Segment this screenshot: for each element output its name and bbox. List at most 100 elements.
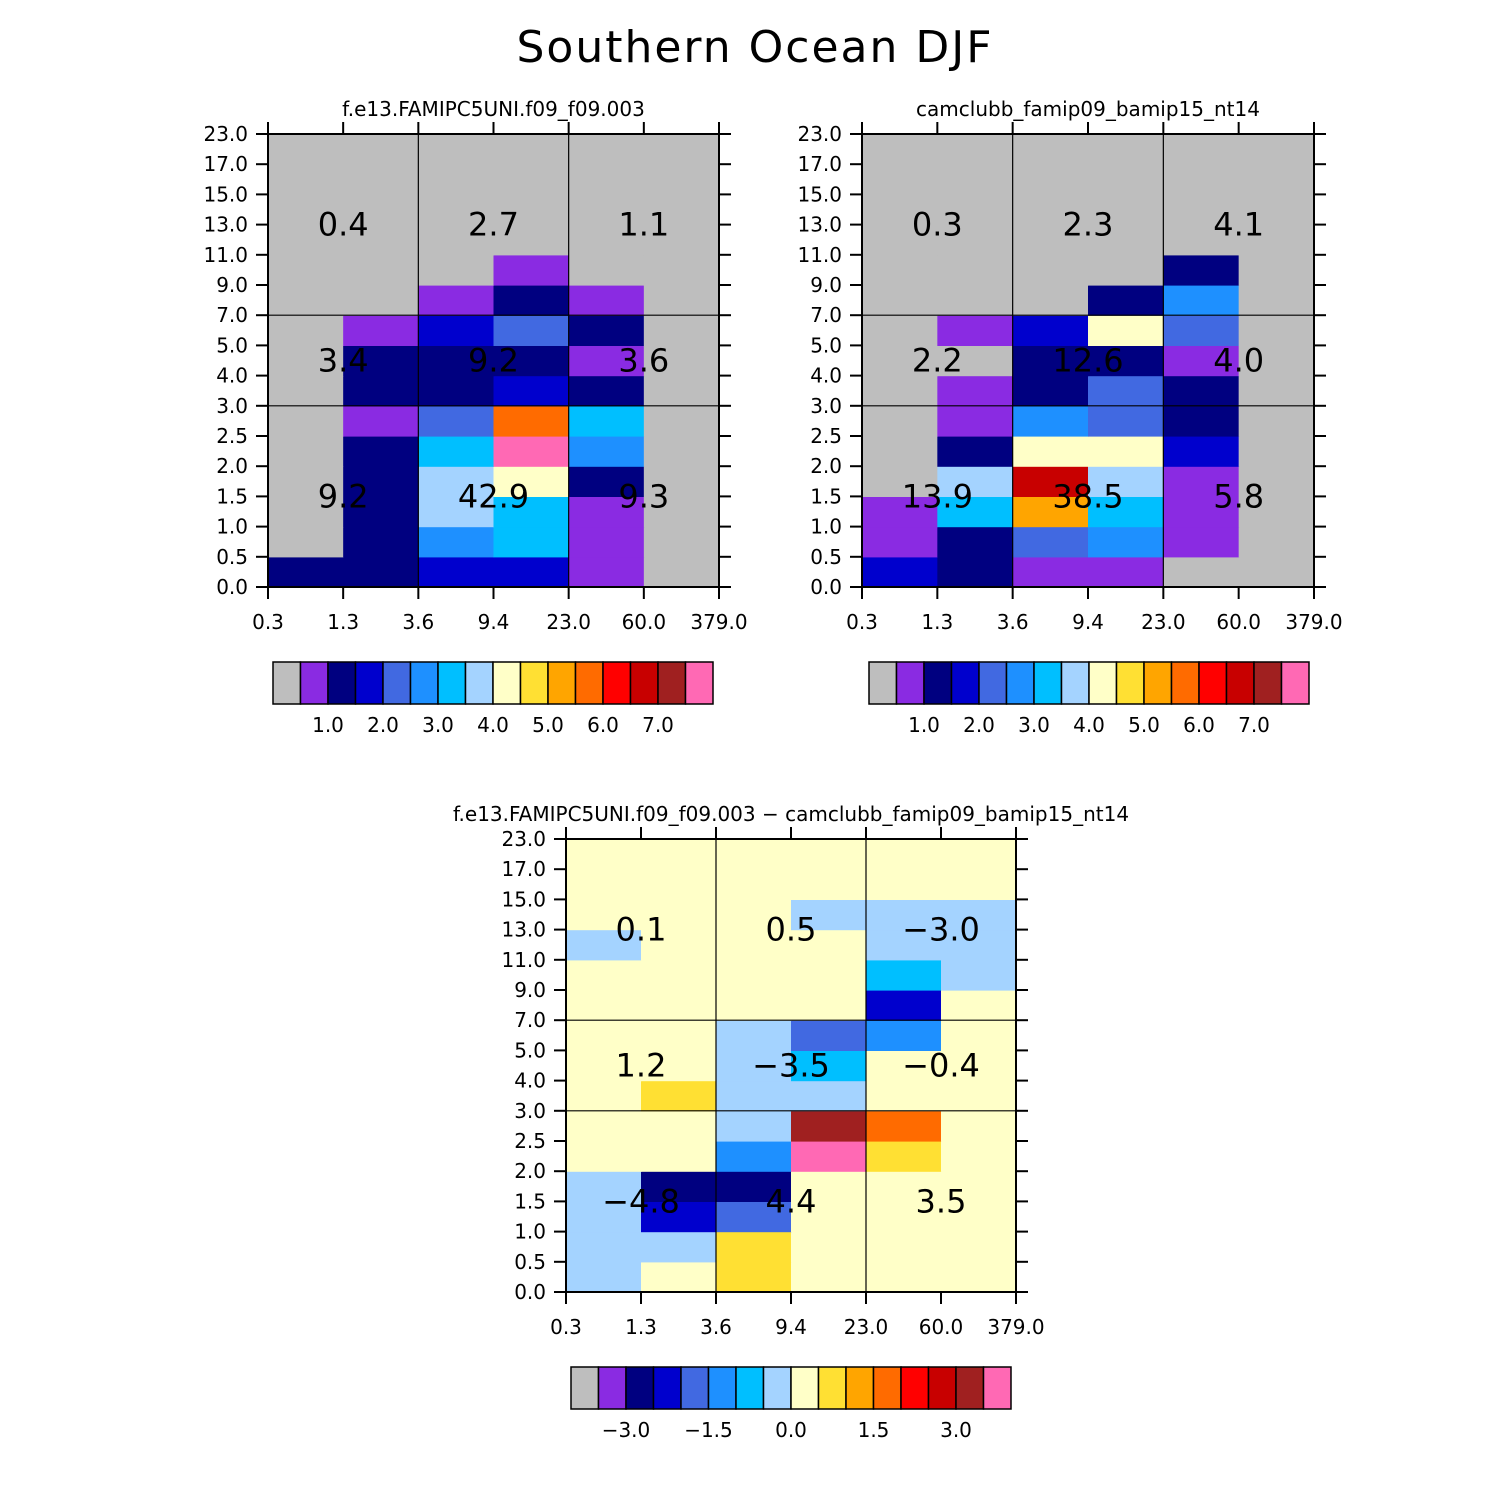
heatmap-cell [418, 224, 495, 256]
heatmap-cell [866, 959, 942, 991]
heatmap-cell [568, 345, 645, 377]
colorbar-swatch [895, 661, 925, 705]
heatmap-cell [1238, 134, 1315, 165]
x-tick-label: 23.0 [1141, 610, 1186, 634]
heatmap-cell [418, 496, 495, 528]
y-tick-label: 7.0 [810, 303, 842, 327]
heatmap-cell [791, 1201, 867, 1233]
heatmap-cell [418, 194, 495, 226]
colorbar-swatch [1060, 661, 1090, 705]
colorbar-label: 6.0 [1183, 713, 1215, 737]
heatmap-cell [1088, 315, 1164, 346]
colorbar-swatch [629, 661, 659, 705]
y-tick-label: 3.0 [216, 394, 248, 418]
heatmap-panel-2: 0.0 0.5 1.0 1.5 2.0 2.5 3.0 4.0 5.0 7.0 9.0 11.0 13.… [797, 97, 1342, 634]
region-value: 3.6 [618, 342, 669, 380]
y-tick-label: 2.5 [514, 1129, 546, 1153]
heatmap-cell [791, 1141, 867, 1172]
colorbar-swatch [927, 1366, 957, 1410]
heatmap-cell [641, 1110, 717, 1142]
heatmap-cell [566, 899, 642, 931]
heatmap-cell [1238, 224, 1315, 256]
heatmap-cell [568, 526, 645, 558]
heatmap-cell [941, 1231, 1017, 1263]
heatmap-cell [1012, 194, 1089, 226]
colorbar-label: 4.0 [1073, 713, 1105, 737]
y-tick-label: 5.0 [810, 333, 842, 357]
heatmap-cell [643, 436, 720, 467]
y-tick-label: 1.5 [810, 484, 842, 508]
colorbar-swatch [570, 1366, 600, 1410]
heatmap-cell [343, 194, 419, 226]
colorbar-swatch [327, 661, 357, 705]
heatmap-cell [343, 285, 419, 316]
heatmap-cell [418, 436, 495, 467]
heatmap-cell [866, 839, 942, 870]
heatmap-cell [493, 345, 570, 377]
region-value: 3.5 [916, 1182, 967, 1220]
heatmap-cell [1163, 436, 1240, 467]
heatmap-cell [1238, 405, 1315, 437]
heatmap-cell [641, 1080, 717, 1112]
heatmap-cell [941, 1050, 1017, 1082]
x-tick-label: 0.3 [252, 610, 284, 634]
heatmap-cell [1163, 134, 1240, 165]
heatmap-cell [268, 466, 344, 497]
heatmap-cell [493, 285, 570, 316]
heatmap-cell [418, 405, 495, 437]
y-tick-label: 0.5 [810, 545, 842, 569]
heatmap-cell [862, 345, 938, 377]
colorbar-swatch [437, 661, 467, 705]
heatmap-cell [941, 1141, 1017, 1172]
heatmap-cell [862, 466, 938, 497]
heatmap-cell [1012, 496, 1089, 528]
region-value: 1.2 [616, 1047, 667, 1085]
region-value: 4.0 [1213, 342, 1264, 380]
colorbar-label: 4.0 [477, 713, 509, 737]
heatmap-cell [866, 1261, 942, 1293]
heatmap-cell [643, 254, 720, 286]
heatmap-cell [862, 556, 938, 588]
heatmap-cell [791, 1050, 867, 1082]
heatmap-cell [566, 1261, 642, 1293]
heatmap-cell [791, 1231, 867, 1263]
heatmap-cell [643, 194, 720, 226]
heatmap-cell [566, 1050, 642, 1082]
y-tick-label: 11.0 [501, 948, 546, 972]
y-tick-label: 0.5 [216, 545, 248, 569]
heatmap-cell [418, 254, 495, 286]
region-value: 1.1 [618, 206, 669, 244]
region-value: 3.4 [318, 342, 369, 380]
heatmap-cell [1088, 496, 1164, 528]
heatmap-cell [418, 315, 495, 346]
colorbar-label: 5.0 [1128, 713, 1160, 737]
y-tick-label: 17.0 [797, 152, 842, 176]
colorbar: −3.0 −1.5 0.0 1.5 3.0 [570, 1366, 1012, 1442]
heatmap-cell [641, 990, 717, 1021]
colorbar-swatch [817, 1366, 847, 1410]
heatmap-cell [343, 224, 419, 256]
heatmap-cell [418, 134, 495, 165]
x-tick-label: 3.6 [997, 610, 1029, 634]
y-tick-label: 9.0 [514, 978, 546, 1002]
heatmap-cell [716, 1050, 792, 1082]
heatmap-panel-3: 0.0 0.5 1.0 1.5 2.0 2.5 3.0 4.0 5.0 7.0 9.0 11.0 13.… [453, 802, 1129, 1339]
heatmap-cell [343, 134, 419, 165]
y-tick-label: 2.5 [216, 424, 248, 448]
heatmap-cell [1012, 466, 1089, 497]
colorbar-label: 7.0 [642, 713, 674, 737]
heatmap-cell [716, 1231, 792, 1263]
heatmap-cell [937, 345, 1014, 377]
heatmap-cell [643, 375, 720, 407]
heatmap-cell [1238, 345, 1315, 377]
heatmap-cell [641, 869, 717, 900]
heatmap-cell [941, 1261, 1017, 1293]
heatmap-cell [716, 1201, 792, 1233]
colorbar-swatch [1170, 661, 1200, 705]
y-tick-label: 23.0 [797, 122, 842, 146]
heatmap-cell [716, 929, 792, 961]
colorbar-swatch [1280, 661, 1310, 705]
heatmap-cell [343, 405, 419, 437]
y-tick-label: 15.0 [797, 182, 842, 206]
